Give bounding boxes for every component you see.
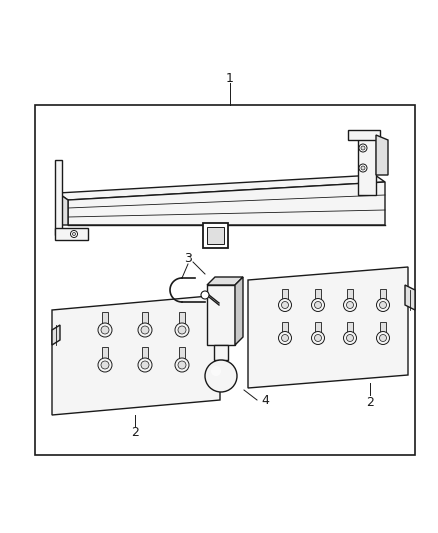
Polygon shape — [348, 130, 380, 140]
Polygon shape — [235, 277, 243, 345]
Circle shape — [201, 291, 209, 299]
Circle shape — [282, 335, 289, 342]
Circle shape — [138, 323, 152, 337]
Bar — [380, 289, 386, 301]
Circle shape — [211, 366, 221, 376]
Polygon shape — [52, 295, 220, 415]
Bar — [102, 312, 108, 326]
Circle shape — [98, 323, 112, 337]
Polygon shape — [55, 160, 62, 235]
Circle shape — [359, 164, 367, 172]
Circle shape — [379, 335, 386, 342]
Circle shape — [205, 360, 237, 392]
Polygon shape — [405, 285, 415, 310]
Circle shape — [175, 358, 189, 372]
Bar — [179, 312, 185, 326]
Circle shape — [361, 146, 365, 150]
Circle shape — [346, 302, 353, 309]
Polygon shape — [58, 193, 68, 225]
Text: 4: 4 — [261, 393, 269, 407]
Bar — [315, 322, 321, 334]
Circle shape — [138, 358, 152, 372]
Bar — [207, 227, 224, 244]
Circle shape — [175, 323, 189, 337]
Polygon shape — [207, 277, 243, 285]
Bar — [347, 289, 353, 301]
Bar — [282, 322, 288, 334]
Circle shape — [98, 358, 112, 372]
Bar — [315, 289, 321, 301]
Polygon shape — [68, 182, 385, 225]
Circle shape — [101, 326, 109, 334]
Circle shape — [71, 230, 78, 238]
Circle shape — [279, 332, 292, 344]
Polygon shape — [248, 267, 408, 388]
Circle shape — [178, 326, 186, 334]
Polygon shape — [214, 345, 228, 360]
Text: 3: 3 — [184, 252, 192, 264]
Bar — [102, 347, 108, 361]
Circle shape — [343, 332, 357, 344]
Circle shape — [359, 144, 367, 152]
Circle shape — [314, 302, 321, 309]
Circle shape — [311, 332, 325, 344]
Polygon shape — [207, 285, 235, 345]
Polygon shape — [52, 325, 60, 345]
Bar — [380, 322, 386, 334]
Polygon shape — [358, 135, 376, 195]
Polygon shape — [58, 175, 385, 200]
Polygon shape — [376, 135, 388, 175]
Circle shape — [311, 298, 325, 311]
Text: 1: 1 — [226, 71, 234, 85]
Polygon shape — [55, 228, 88, 240]
Bar — [35, 105, 415, 455]
Circle shape — [282, 302, 289, 309]
Circle shape — [343, 298, 357, 311]
Bar — [347, 322, 353, 334]
Circle shape — [377, 332, 389, 344]
Text: 2: 2 — [366, 395, 374, 408]
Circle shape — [73, 232, 75, 236]
Circle shape — [141, 326, 149, 334]
Bar — [179, 347, 185, 361]
Circle shape — [178, 361, 186, 369]
Circle shape — [377, 298, 389, 311]
Circle shape — [361, 166, 365, 170]
Circle shape — [379, 302, 386, 309]
Circle shape — [314, 335, 321, 342]
Circle shape — [141, 361, 149, 369]
Circle shape — [101, 361, 109, 369]
Bar — [142, 347, 148, 361]
Text: 2: 2 — [131, 425, 139, 439]
Bar — [142, 312, 148, 326]
Circle shape — [346, 335, 353, 342]
Circle shape — [279, 298, 292, 311]
Bar — [282, 289, 288, 301]
Bar — [203, 223, 228, 248]
